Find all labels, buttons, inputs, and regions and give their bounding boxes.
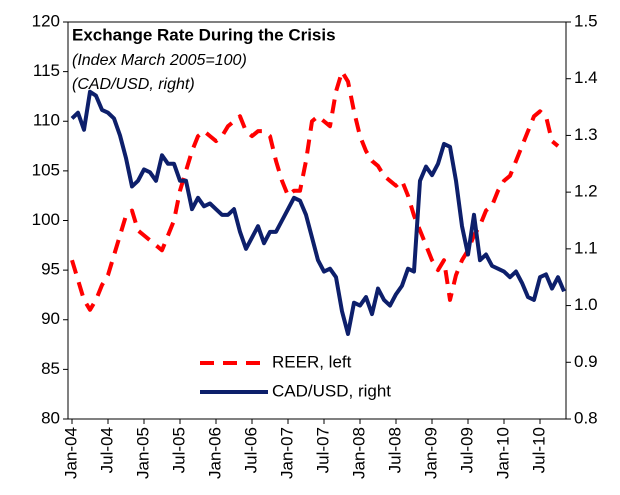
y2-tick-label: 1.0 xyxy=(574,295,598,314)
series-line xyxy=(70,89,566,336)
y2-tick-label: 1.3 xyxy=(574,125,598,144)
chart-subtitle: (CAD/USD, right) xyxy=(72,76,195,93)
x-tick-label: Jul-10 xyxy=(529,427,548,473)
y-tick-label: 120 xyxy=(32,11,60,30)
x-tick-label: Jan-05 xyxy=(133,427,152,479)
y2-tick-label: 1.2 xyxy=(574,182,598,201)
x-tick-label: Jan-08 xyxy=(349,427,368,479)
y2-tick-label: 0.8 xyxy=(574,408,598,427)
x-tick-label: Jan-10 xyxy=(493,427,512,479)
x-tick-label: Jul-09 xyxy=(457,427,476,473)
chart-subtitle: (Index March 2005=100) xyxy=(72,52,247,69)
y2-tick-label: 0.9 xyxy=(574,352,598,371)
y-tick-label: 85 xyxy=(41,359,60,378)
y-tick-label: 110 xyxy=(33,111,60,130)
chart-title: Exchange Rate During the Crisis xyxy=(72,25,336,44)
y-tick-label: 95 xyxy=(41,260,60,279)
series-line xyxy=(70,69,560,312)
x-tick-label: Jul-05 xyxy=(169,427,188,473)
x-tick-label: Jan-04 xyxy=(61,427,80,479)
y-tick-label: 115 xyxy=(33,61,60,80)
y-tick-label: 105 xyxy=(32,160,60,179)
y-tick-label: 90 xyxy=(41,309,60,328)
x-tick-label: Jan-07 xyxy=(277,427,296,479)
y-tick-label: 100 xyxy=(32,210,60,229)
y-tick-label: 80 xyxy=(41,408,60,427)
x-tick-label: Jul-07 xyxy=(313,427,332,473)
x-tick-label: Jul-06 xyxy=(241,427,260,473)
x-tick-label: Jan-06 xyxy=(205,427,224,479)
x-tick-label: Jul-04 xyxy=(97,427,116,473)
legend-label: REER, left xyxy=(272,352,352,371)
y2-tick-label: 1.4 xyxy=(574,68,598,87)
y2-tick-label: 1.5 xyxy=(574,11,598,30)
y2-tick-label: 1.1 xyxy=(574,238,598,257)
legend-label: CAD/USD, right xyxy=(272,381,391,400)
x-tick-label: Jan-09 xyxy=(421,427,440,479)
x-tick-label: Jul-08 xyxy=(385,427,404,473)
